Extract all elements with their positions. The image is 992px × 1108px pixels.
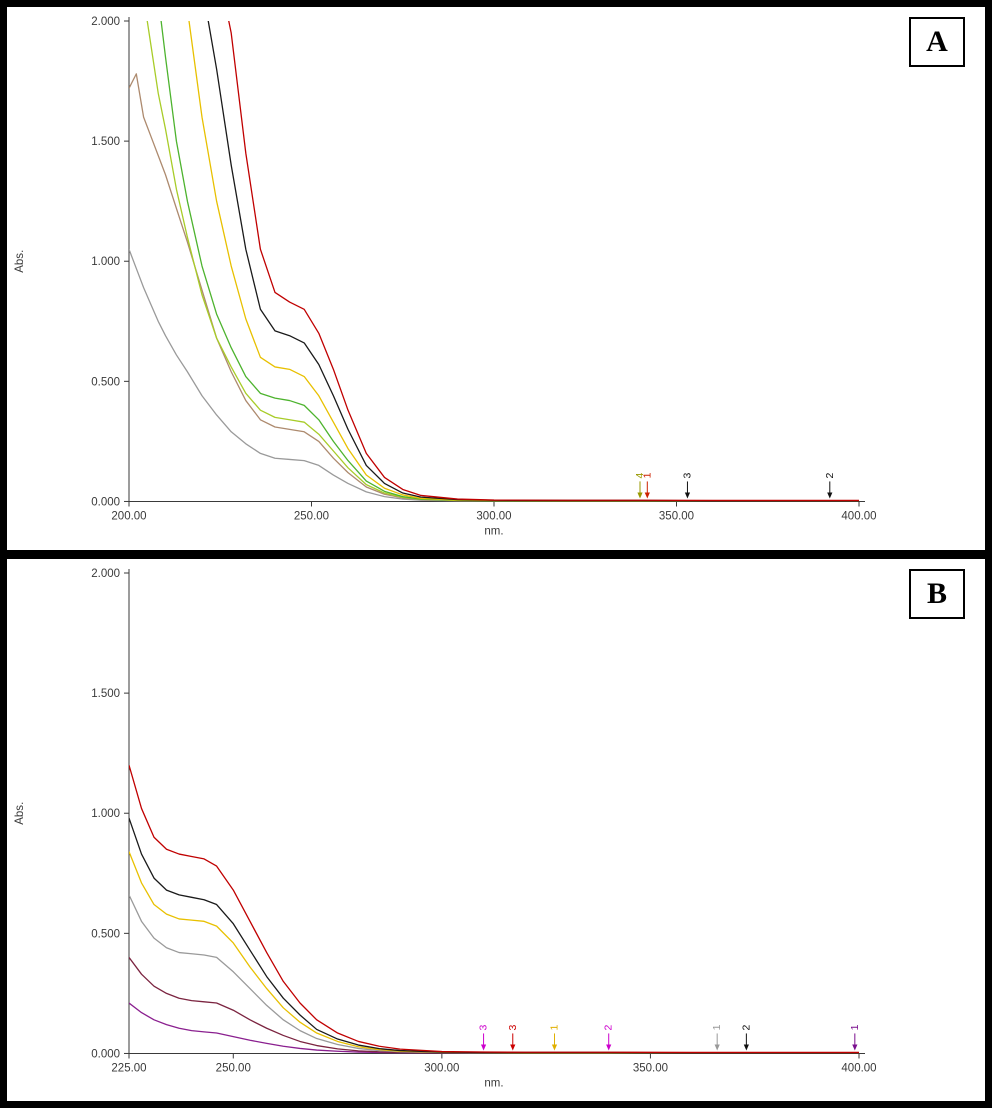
- series-black-line: [129, 817, 859, 1053]
- spectra-chart-A: 200.00 250.00 300.00 350.00 400.00 0.000 0.500…: [14, 16, 877, 537]
- annotation-label: 1: [711, 1024, 723, 1030]
- annotation-label: 4: [634, 472, 646, 478]
- annotation-label: 3: [681, 472, 693, 478]
- annotation-arrowhead: [827, 492, 833, 499]
- annotation-arrowhead: [644, 492, 650, 499]
- panel-label-B: B: [926, 576, 947, 610]
- annotation-label: 3: [507, 1024, 519, 1030]
- panel-B: B 225.00 250.00 300.00 350.00 400.00 0.000 0.5…: [7, 558, 985, 1101]
- x-axis-title: nm.: [484, 525, 503, 537]
- annotation-arrowhead: [510, 1043, 516, 1050]
- x-tick-label: 200.00: [111, 510, 146, 522]
- series-yellow-line: [129, 850, 859, 1053]
- y-tick-label: 0.000: [91, 496, 120, 508]
- series-red-line: [228, 21, 859, 502]
- y-tick-label: 1.000: [91, 256, 120, 268]
- panel-label-box-A: A: [909, 17, 965, 67]
- y-tick-label: 2.000: [91, 568, 120, 580]
- annotation-label: 2: [603, 1024, 615, 1030]
- annotation-arrowhead: [743, 1043, 749, 1050]
- series-red-line: [129, 764, 859, 1053]
- x-tick-label: 400.00: [841, 510, 876, 522]
- x-tick-label: 225.00: [111, 1062, 146, 1074]
- annotation-label: 2: [740, 1024, 752, 1030]
- series-gray-line: [129, 248, 859, 502]
- series-maroon-line: [129, 956, 859, 1053]
- annotation-label: 1: [641, 472, 653, 478]
- series-tan-line: [129, 73, 859, 502]
- annotation-label: 3: [478, 1024, 490, 1030]
- annotation-arrowhead: [852, 1043, 858, 1050]
- annotation-label: 1: [849, 1024, 861, 1030]
- annotation-arrowhead: [606, 1043, 612, 1050]
- x-tick-label: 350.00: [659, 510, 694, 522]
- y-tick-label: 1.500: [91, 136, 120, 148]
- panel-label-A: A: [926, 25, 948, 58]
- annotation-label: 2: [824, 472, 836, 478]
- y-tick-label: 1.500: [91, 688, 120, 700]
- x-axis-title: nm.: [484, 1077, 503, 1089]
- series-black-line: [207, 21, 859, 502]
- y-tick-label: 2.000: [91, 16, 120, 28]
- x-tick-label: 350.00: [633, 1062, 668, 1074]
- annotation-arrowhead: [551, 1043, 558, 1050]
- y-tick-label: 0.000: [91, 1048, 120, 1060]
- y-tick-label: 0.500: [91, 928, 120, 940]
- series-green-line: [160, 21, 859, 502]
- x-tick-label: 250.00: [216, 1062, 251, 1074]
- x-tick-label: 300.00: [476, 510, 511, 522]
- annotation-arrowhead: [480, 1043, 487, 1050]
- annotation-arrowhead: [637, 492, 643, 499]
- annotation-arrowhead: [684, 492, 691, 499]
- series-yellow-line: [188, 21, 859, 502]
- panel-divider: [7, 549, 985, 559]
- y-axis-title: Abs.: [14, 250, 26, 273]
- y-axis-title: Abs.: [14, 801, 26, 824]
- x-tick-label: 250.00: [294, 510, 329, 522]
- series-yellow-green-line: [146, 21, 859, 502]
- spectra-chart-B: 225.00 250.00 300.00 350.00 400.00 0.000 0.500…: [14, 568, 877, 1089]
- panel-label-box-B: B: [909, 568, 965, 619]
- panel-A: A 200.00 250.00 300.00 350.00 400.00 0.000 0.5…: [7, 7, 985, 550]
- y-tick-label: 0.500: [91, 376, 120, 388]
- annotation-label: 1: [548, 1024, 560, 1030]
- annotation-arrowhead: [714, 1043, 720, 1050]
- y-tick-label: 1.000: [91, 808, 120, 820]
- x-tick-label: 300.00: [424, 1062, 459, 1074]
- x-tick-label: 400.00: [841, 1062, 876, 1074]
